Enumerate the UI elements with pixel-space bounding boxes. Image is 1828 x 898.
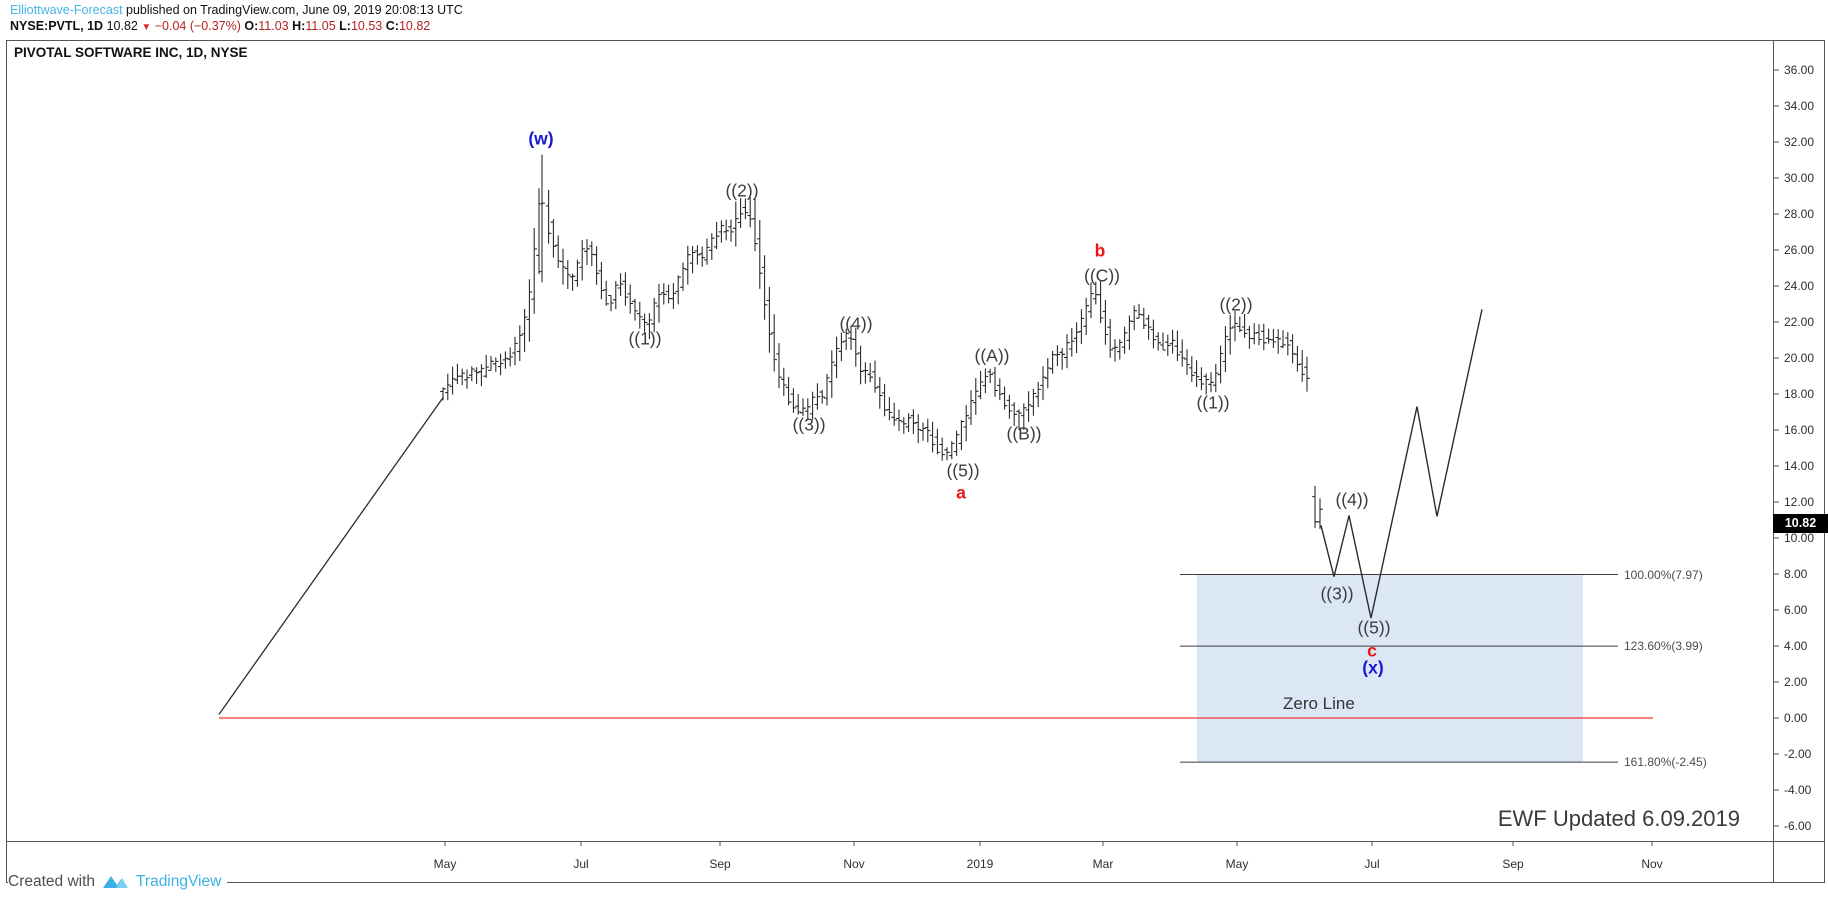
price-axis-label: 12.00 bbox=[1784, 495, 1815, 509]
price-axis-label: -2.00 bbox=[1784, 747, 1812, 761]
time-axis-label: Sep bbox=[709, 857, 731, 871]
close-label: C: bbox=[385, 19, 399, 33]
published-line: Elliottwave-Forecast published on Tradin… bbox=[10, 3, 463, 17]
wave-label: (w) bbox=[528, 128, 554, 149]
price-axis-label: 30.00 bbox=[1784, 171, 1815, 185]
time-axis-ticks bbox=[444, 841, 1653, 846]
time-axis-label: Mar bbox=[1092, 857, 1114, 871]
high-label: H: bbox=[292, 19, 306, 33]
price-axis-label: 32.00 bbox=[1784, 135, 1815, 149]
price-change: −0.04 (−0.37%) bbox=[154, 19, 241, 33]
wave-label: ((1)) bbox=[1196, 392, 1230, 413]
wave-label: ((3)) bbox=[792, 414, 826, 435]
symbol-interval: NYSE:PVTL, 1D bbox=[10, 19, 104, 33]
last-price: 10.82 bbox=[106, 19, 138, 33]
price-axis-label: 24.00 bbox=[1784, 279, 1815, 293]
time-axis-label: Sep bbox=[1502, 857, 1524, 871]
wave-label: ((5)) bbox=[946, 460, 980, 481]
time-axis-label: 2019 bbox=[966, 857, 994, 871]
price-axis-label: 16.00 bbox=[1784, 423, 1815, 437]
price-axis-label: 34.00 bbox=[1784, 99, 1815, 113]
low-label: L: bbox=[339, 19, 351, 33]
watermark-text: EWF Updated 6.09.2019 bbox=[1497, 806, 1740, 831]
tradingview-link[interactable]: TradingView bbox=[136, 873, 222, 890]
time-axis-label: Nov bbox=[1641, 857, 1663, 871]
open-value: 11.03 bbox=[258, 19, 289, 33]
wave-label: c bbox=[1367, 640, 1377, 661]
close-value: 10.82 bbox=[398, 19, 431, 33]
author-link[interactable]: Elliottwave-Forecast bbox=[10, 3, 123, 17]
low-value: 10.53 bbox=[350, 19, 383, 33]
fib-level-label: 100.00%(7.97) bbox=[1624, 567, 1703, 582]
time-axis-label: Jul bbox=[573, 857, 589, 871]
attribution: Created with TradingView bbox=[8, 872, 228, 892]
wave-label: ((3)) bbox=[1320, 583, 1354, 604]
time-axis-label: Jul bbox=[1364, 857, 1380, 871]
time-axis-label: Nov bbox=[843, 857, 865, 871]
price-axis-label: 36.00 bbox=[1784, 63, 1815, 77]
wave-label: ((1)) bbox=[628, 328, 662, 349]
price-axis-label: 26.00 bbox=[1784, 243, 1815, 257]
trend-line bbox=[218, 397, 444, 715]
zero-line-label: Zero Line bbox=[1283, 694, 1355, 713]
wave-label: a bbox=[956, 482, 966, 503]
wave-label: ((4)) bbox=[1335, 489, 1369, 510]
fib-level-label: 123.60%(3.99) bbox=[1624, 639, 1703, 654]
price-axis-label: 6.00 bbox=[1784, 603, 1808, 617]
created-with-text: Created with bbox=[8, 873, 96, 890]
price-axis-label: 22.00 bbox=[1784, 315, 1815, 329]
price-axis-label: 8.00 bbox=[1784, 567, 1808, 581]
price-axis-label: 14.00 bbox=[1784, 459, 1815, 473]
wave-label: b bbox=[1094, 240, 1106, 261]
price-bars bbox=[440, 154, 1323, 529]
down-triangle-icon: ▼ bbox=[141, 22, 152, 33]
price-axis-label: -4.00 bbox=[1784, 783, 1812, 797]
time-axis-separator bbox=[6, 841, 1825, 842]
time-axis-label: May bbox=[1225, 857, 1249, 871]
price-axis-label: 18.00 bbox=[1784, 387, 1815, 401]
price-axis-label: 10.00 bbox=[1784, 531, 1815, 545]
wave-label: ((C)) bbox=[1084, 265, 1120, 286]
published-text: published on TradingView.com, June 09, 2… bbox=[122, 3, 463, 17]
elliott-projection-path bbox=[1320, 309, 1483, 619]
price-axis-label: 28.00 bbox=[1784, 207, 1815, 221]
price-axis-label: 2.00 bbox=[1784, 675, 1808, 689]
fib-zone bbox=[1197, 574, 1583, 763]
wave-label: ((5)) bbox=[1357, 617, 1391, 638]
price-axis-separator bbox=[1773, 40, 1774, 883]
tradingview-logo-icon[interactable] bbox=[102, 872, 132, 892]
price-axis-label: 20.00 bbox=[1784, 351, 1815, 365]
wave-label: ((2)) bbox=[1219, 294, 1253, 315]
wave-label: (x) bbox=[1362, 657, 1384, 678]
time-axis-label: May bbox=[433, 857, 457, 871]
open-label: O: bbox=[244, 19, 259, 33]
fib-level-label: 161.80%(-2.45) bbox=[1624, 755, 1707, 770]
quote-line: NYSE:PVTL, 1D 10.82 ▼ −0.04 (−0.37%) O:1… bbox=[10, 19, 430, 33]
price-axis-label: -6.00 bbox=[1784, 819, 1812, 833]
wave-label: ((2)) bbox=[725, 180, 759, 201]
high-value: 11.05 bbox=[305, 19, 336, 33]
wave-label: ((A)) bbox=[974, 345, 1010, 366]
price-axis-label: 4.00 bbox=[1784, 639, 1808, 653]
last-price-tag: 10.82 bbox=[1773, 513, 1828, 533]
wave-label: ((B)) bbox=[1006, 423, 1042, 444]
price-axis-label: 0.00 bbox=[1784, 711, 1808, 725]
chart-title: PIVOTAL SOFTWARE INC, 1D, NYSE bbox=[14, 45, 248, 60]
wave-label: ((4)) bbox=[839, 313, 873, 334]
